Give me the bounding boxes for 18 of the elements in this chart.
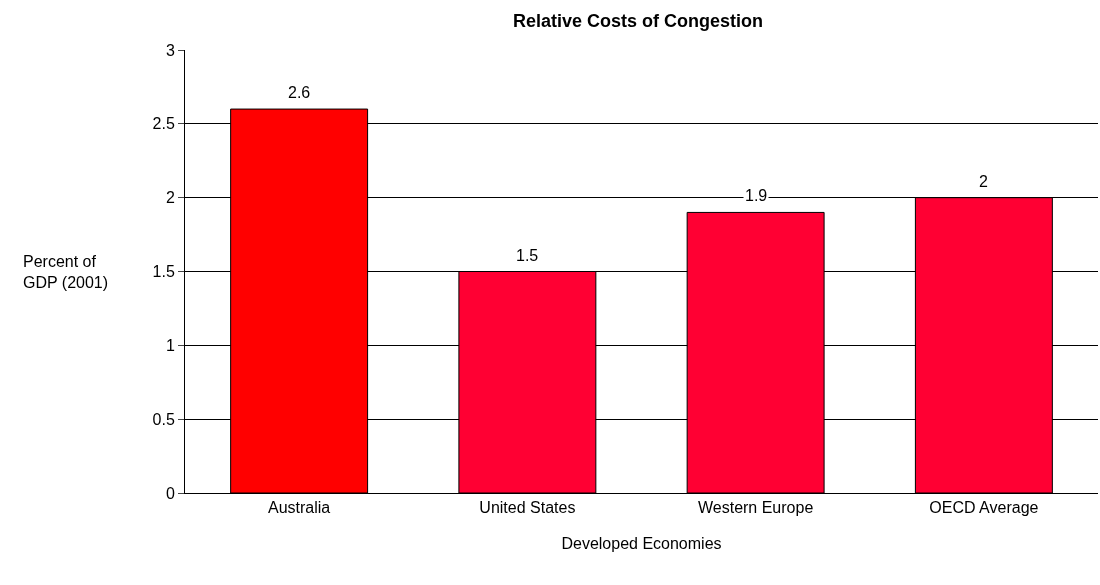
data-label: 1.5 <box>516 247 539 264</box>
x-tick-label: OECD Average <box>929 499 1039 517</box>
y-tick-label: 0.5 <box>152 410 175 428</box>
x-tick-label: Western Europe <box>697 499 814 517</box>
y-tick-label: 1 <box>165 336 175 354</box>
data-label: 2 <box>979 173 988 190</box>
x-tick-label: United States <box>479 499 576 517</box>
y-tick-label: 3 <box>165 41 175 59</box>
y-tick-label: 1.5 <box>152 263 175 281</box>
x-axis-title: Developed Economies <box>561 534 722 552</box>
y-tick-label: 2 <box>165 189 175 207</box>
x-tick-label: Australia <box>268 499 331 517</box>
data-label: 2.6 <box>288 84 311 101</box>
y-axis-title: Percent of GDP (2001) <box>23 253 109 291</box>
chart-title: Relative Costs of Congestion <box>512 11 764 32</box>
y-tick-label: 2.5 <box>152 115 175 133</box>
y-tick-label: 0 <box>165 484 175 502</box>
data-label: 1.9 <box>745 187 768 204</box>
